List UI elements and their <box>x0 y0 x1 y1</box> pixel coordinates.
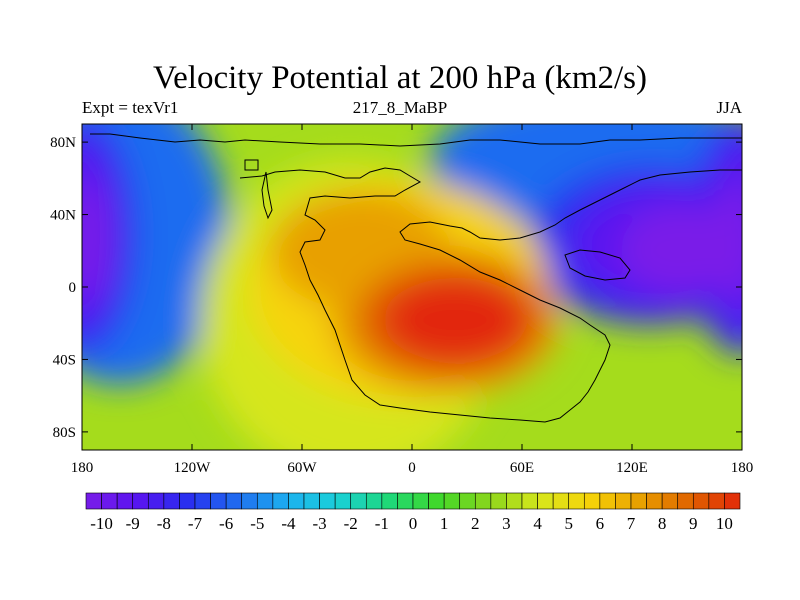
colorbar-box <box>568 492 585 510</box>
colorbar-box <box>646 492 663 510</box>
colorbar-label: -10 <box>90 514 113 533</box>
australia-outline <box>564 249 631 281</box>
y-tick-label: 80S <box>53 425 76 441</box>
colorbar-box <box>319 492 336 510</box>
experiment-label: Expt = texVr1 <box>82 98 179 117</box>
colorbar-box <box>521 492 538 510</box>
colorbar-box <box>490 492 507 510</box>
colorbar-box <box>272 492 289 510</box>
colorbar-label: 5 <box>564 514 573 533</box>
colorbar-box <box>179 492 196 510</box>
colorbar-label: 4 <box>533 514 542 533</box>
colorbar-box <box>147 492 165 510</box>
colorbar-box <box>303 492 320 510</box>
x-tick-label: 0 <box>408 460 416 476</box>
colorbar-box <box>537 492 554 510</box>
colorbar-box <box>225 492 243 510</box>
colorbar-label: 0 <box>409 514 418 533</box>
colorbar-box <box>583 492 601 510</box>
axis-tick-labels: 180 120W 60W 0 60E 120E 180 80N 40N 0 40S 80S <box>50 135 753 476</box>
colorbar-label: 3 <box>502 514 511 533</box>
colorbar-label: -2 <box>344 514 358 533</box>
colorbar-box <box>334 492 352 510</box>
colorbar-box <box>256 492 274 510</box>
colorbar-box <box>428 492 445 510</box>
colorbar-box <box>474 492 492 510</box>
colorbar-label: 7 <box>627 514 636 533</box>
colorbar-box <box>692 492 710 510</box>
colorbar-box <box>724 492 741 510</box>
x-tick-label: 180 <box>71 460 94 476</box>
colorbar-label: -9 <box>126 514 140 533</box>
colorbar-box <box>132 492 149 510</box>
colorbar-label: 9 <box>689 514 698 533</box>
colorbar-box <box>552 492 570 510</box>
colorbar-box <box>116 492 134 510</box>
x-tick-label: 120E <box>616 460 648 476</box>
x-tick-label: 60E <box>510 460 534 476</box>
colorbar-box <box>397 492 414 510</box>
y-tick-label: 40S <box>53 352 76 368</box>
x-tick-label: 120W <box>174 460 212 476</box>
y-tick-label: 0 <box>69 280 77 296</box>
colorbar-box <box>443 492 461 510</box>
colorbar-label: -3 <box>312 514 326 533</box>
arctic-coastline <box>90 133 742 147</box>
field-blobs <box>82 124 742 450</box>
colorbar-label: -8 <box>157 514 171 533</box>
colorbar-label: -7 <box>188 514 203 533</box>
colorbar-label: 2 <box>471 514 480 533</box>
contour-field <box>82 124 742 450</box>
colorbar-box <box>661 492 679 510</box>
colorbar-label: -5 <box>250 514 264 533</box>
colorbar-box <box>101 492 118 510</box>
colorbar-box <box>381 492 398 510</box>
colorbar-box <box>630 492 647 510</box>
y-tick-label: 40N <box>50 208 76 224</box>
colorbar-label: -1 <box>375 514 389 533</box>
coastline-outlines <box>90 133 742 423</box>
colorbar-box <box>210 492 227 510</box>
colorbar-box <box>163 492 180 510</box>
colorbar-box <box>241 492 258 510</box>
colorbar-box <box>599 492 616 510</box>
colorbar <box>85 492 741 510</box>
colorbar-box <box>708 492 725 510</box>
colorbar-box <box>412 492 429 510</box>
colorbar-box <box>677 492 694 510</box>
colorbar-box <box>350 492 367 510</box>
colorbar-box <box>365 492 383 510</box>
colorbar-label: 6 <box>596 514 605 533</box>
y-tick-label: 80N <box>50 135 76 151</box>
colorbar-labels: -10 -9 -8 -7 -6 -5 -4 -3 -2 -1 0 1 2 3 4 5 6 7 8 9 10 <box>90 514 733 533</box>
case-label: 217_8_MaBP <box>352 98 448 117</box>
map-title: Velocity Potential at 200 hPa (km2/s) <box>152 60 648 96</box>
north-arctic-island-outline <box>244 159 259 171</box>
axis-ticks <box>81 124 743 450</box>
colorbar-label: -4 <box>281 514 296 533</box>
x-tick-label: 60W <box>287 460 317 476</box>
colorbar-box <box>506 492 523 510</box>
colorbar-label: 1 <box>440 514 449 533</box>
colorbar-box <box>194 492 211 510</box>
colorbar-label: 8 <box>658 514 667 533</box>
colorbar-box <box>615 492 632 510</box>
colorbar-box <box>459 492 476 510</box>
south-america-africa-outline <box>239 167 742 423</box>
greenland-outline <box>261 171 273 220</box>
colorbar-label: 10 <box>716 514 733 533</box>
colorbar-box <box>85 492 102 510</box>
colorbar-box <box>288 492 305 510</box>
colorbar-label: -6 <box>219 514 233 533</box>
x-tick-label: 180 <box>731 460 754 476</box>
season-label: JJA <box>716 98 742 117</box>
